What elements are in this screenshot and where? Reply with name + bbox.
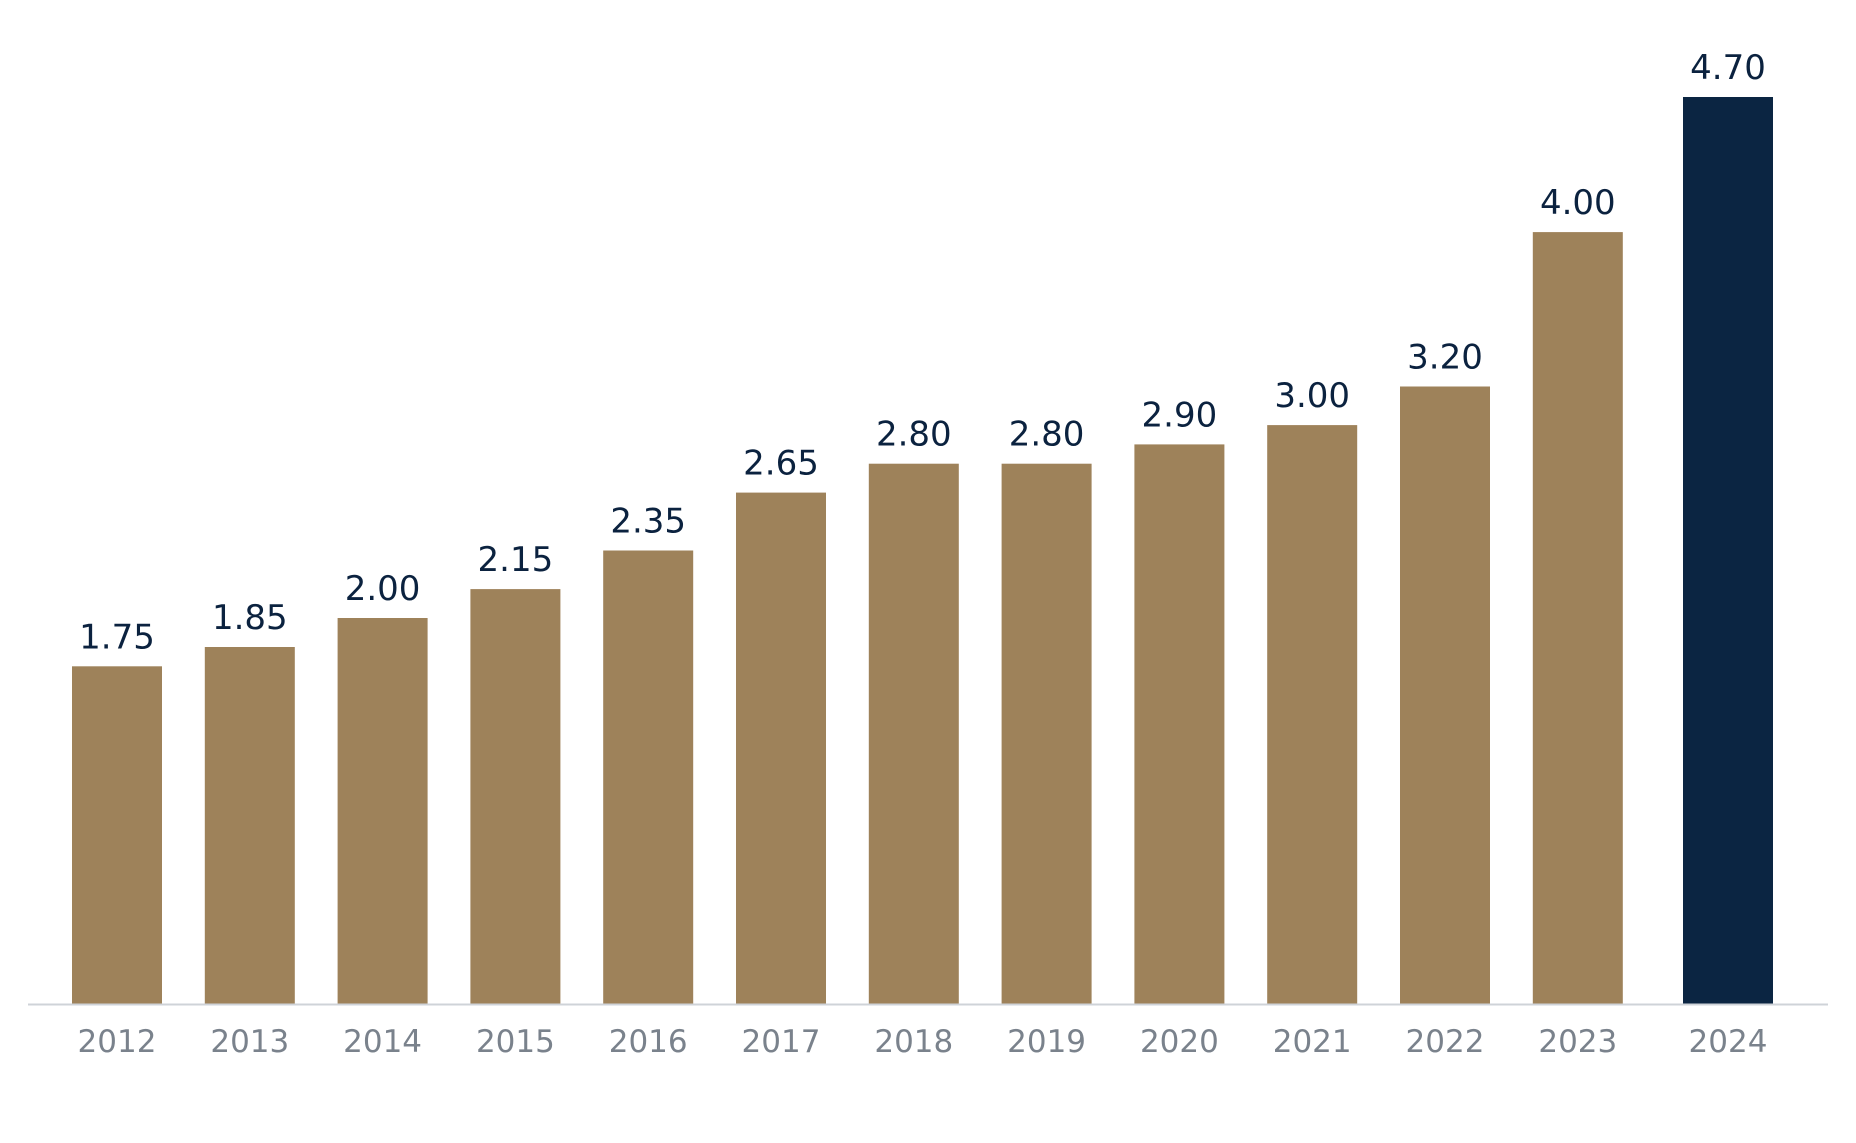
value-label-2023: 4.00 bbox=[1540, 183, 1616, 223]
bar-2015 bbox=[470, 589, 561, 1004]
bars-group bbox=[72, 97, 1773, 1005]
value-label-2018: 2.80 bbox=[876, 415, 952, 455]
value-label-2015: 2.15 bbox=[478, 540, 554, 580]
bar-2014 bbox=[337, 618, 428, 1004]
x-tick-label-2015: 2015 bbox=[476, 1024, 555, 1060]
value-label-2024: 4.70 bbox=[1690, 48, 1766, 88]
value-label-2017: 2.65 bbox=[743, 444, 819, 484]
value-label-2022: 3.20 bbox=[1407, 338, 1483, 378]
bar-2019 bbox=[1001, 463, 1092, 1004]
value-label-2021: 3.00 bbox=[1274, 376, 1350, 416]
x-tick-label-2019: 2019 bbox=[1007, 1024, 1086, 1060]
x-tick-label-2016: 2016 bbox=[609, 1024, 688, 1060]
x-tick-label-2017: 2017 bbox=[742, 1024, 821, 1060]
x-tick-label-2020: 2020 bbox=[1140, 1024, 1219, 1060]
value-label-2019: 2.80 bbox=[1009, 415, 1085, 455]
value-label-2020: 2.90 bbox=[1142, 395, 1218, 435]
x-tick-label-2014: 2014 bbox=[343, 1024, 422, 1060]
bar-2013 bbox=[204, 647, 295, 1004]
value-label-2016: 2.35 bbox=[610, 502, 686, 542]
bar-2012 bbox=[72, 666, 162, 1004]
value-label-2012: 1.75 bbox=[79, 617, 155, 657]
bar-2023 bbox=[1532, 232, 1623, 1005]
x-tick-label-2022: 2022 bbox=[1406, 1024, 1485, 1060]
x-tick-label-2024: 2024 bbox=[1689, 1024, 1768, 1060]
bar-2024 bbox=[1683, 97, 1773, 1004]
bar-2021 bbox=[1267, 425, 1358, 1005]
bar-2017 bbox=[736, 492, 826, 1004]
bar-2020 bbox=[1134, 444, 1225, 1004]
bar-2018 bbox=[868, 463, 959, 1004]
x-tick-label-2013: 2013 bbox=[210, 1024, 289, 1060]
bar-2016 bbox=[603, 550, 694, 1004]
value-labels-group: 1.75 1.85 2.00 2.15 2.35 2.65 2.80 2.80 2.90 3.00… bbox=[79, 48, 1766, 657]
x-tick-labels-group: 2012 2013 2014 2015 2016 2017 2018 2019 2020 2021… bbox=[78, 1024, 1768, 1060]
bar-2022 bbox=[1400, 386, 1490, 1004]
x-tick-label-2018: 2018 bbox=[874, 1024, 953, 1060]
value-label-2014: 2.00 bbox=[345, 569, 421, 609]
x-tick-label-2023: 2023 bbox=[1538, 1024, 1617, 1060]
x-tick-label-2012: 2012 bbox=[78, 1024, 157, 1060]
x-tick-label-2021: 2021 bbox=[1273, 1024, 1352, 1060]
value-label-2013: 1.85 bbox=[212, 598, 288, 638]
